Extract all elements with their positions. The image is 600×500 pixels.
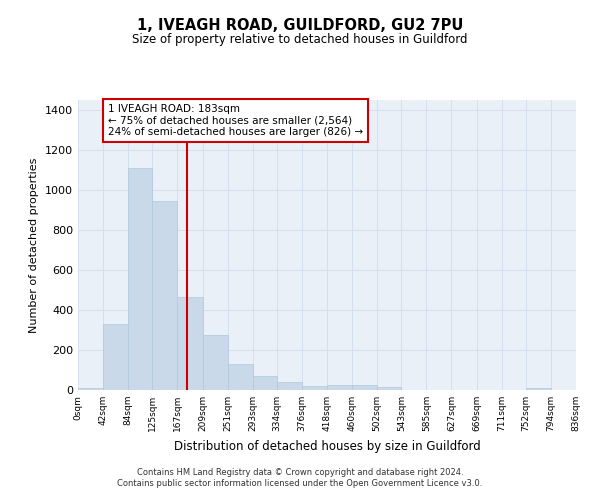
Bar — [253, 376, 277, 390]
Bar — [352, 385, 377, 390]
Bar — [227, 364, 253, 390]
Bar — [78, 388, 103, 390]
X-axis label: Distribution of detached houses by size in Guildford: Distribution of detached houses by size … — [173, 440, 481, 452]
Bar — [152, 201, 178, 390]
Text: 1, IVEAGH ROAD, GUILDFORD, GU2 7PU: 1, IVEAGH ROAD, GUILDFORD, GU2 7PU — [137, 18, 463, 32]
Text: 1 IVEAGH ROAD: 183sqm
← 75% of detached houses are smaller (2,564)
24% of semi-d: 1 IVEAGH ROAD: 183sqm ← 75% of detached … — [108, 104, 363, 137]
Bar — [103, 324, 128, 390]
Text: Contains HM Land Registry data © Crown copyright and database right 2024.: Contains HM Land Registry data © Crown c… — [137, 468, 463, 477]
Bar — [526, 388, 551, 390]
Bar — [377, 386, 401, 390]
Bar — [203, 335, 227, 390]
Bar — [302, 386, 327, 390]
Bar — [277, 382, 302, 390]
Bar — [128, 168, 152, 390]
Bar — [327, 385, 352, 390]
Text: Contains public sector information licensed under the Open Government Licence v3: Contains public sector information licen… — [118, 479, 482, 488]
Bar — [178, 297, 203, 390]
Y-axis label: Number of detached properties: Number of detached properties — [29, 158, 40, 332]
Text: Size of property relative to detached houses in Guildford: Size of property relative to detached ho… — [132, 32, 468, 46]
